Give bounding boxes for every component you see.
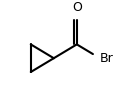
Text: Br: Br: [100, 52, 114, 65]
Text: O: O: [72, 1, 82, 15]
